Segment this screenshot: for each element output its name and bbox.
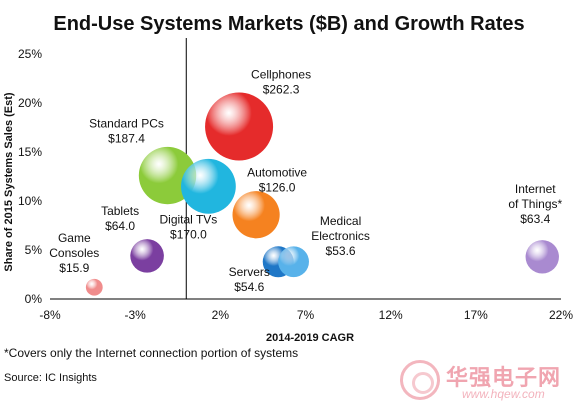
x-axis-title: 2014-2019 CAGR: [266, 332, 354, 344]
y-axis-title: Share of 2015 Systems Sales (Est): [3, 92, 15, 271]
y-tick-label: 0%: [25, 292, 43, 306]
y-tick-label: 20%: [18, 96, 42, 110]
bubble-label: Digital TVs $170.0: [160, 212, 218, 241]
bubble-label: Tablets $64.0: [101, 204, 139, 233]
bubble-cellphones: [205, 92, 274, 161]
bubble-tablets: [130, 239, 164, 273]
watermark-text: 华强电子网: [446, 366, 562, 391]
watermark-logo-icon: [400, 360, 440, 400]
bubble-medical: [278, 246, 309, 278]
watermark: 华强电子网 www.hqew.com: [400, 360, 572, 404]
source-note: Source: IC Insights: [4, 372, 97, 384]
y-tick-label: 15%: [18, 145, 42, 159]
bubble-label: Cellphones $262.3: [251, 68, 311, 97]
bubble-internet: [525, 240, 559, 274]
bubble-label: Medical Electronics $53.6: [311, 214, 370, 258]
watermark-url: www.hqew.com: [462, 387, 545, 401]
bubble-digital-tvs: [181, 158, 236, 214]
x-tick-label: -3%: [124, 308, 146, 322]
x-tick-label: 17%: [464, 308, 488, 322]
bubble-label: Standard PCs $187.4: [89, 117, 164, 146]
y-tick-label: 25%: [18, 47, 42, 61]
bubble-label: Servers $54.6: [229, 265, 270, 294]
chart-title: End-Use Systems Markets ($B) and Growth …: [53, 13, 524, 35]
x-tick-label: 22%: [549, 308, 573, 322]
x-tick-label: 2%: [212, 308, 230, 322]
x-tick-label: 12%: [379, 308, 403, 322]
x-tick-label: 7%: [297, 308, 315, 322]
bubble-game: [85, 278, 103, 296]
footnote: *Covers only the Internet connection por…: [4, 346, 299, 360]
y-tick-label: 5%: [25, 243, 43, 257]
bubble-label: Internet of Things* $63.4: [508, 182, 562, 226]
x-tick-label: -8%: [39, 308, 61, 322]
bubble-label: Game Consoles $15.9: [49, 231, 99, 275]
y-tick-label: 10%: [18, 194, 42, 208]
bubble-label: Automotive $126.0: [247, 166, 307, 195]
bubble-automotive: [232, 191, 280, 239]
